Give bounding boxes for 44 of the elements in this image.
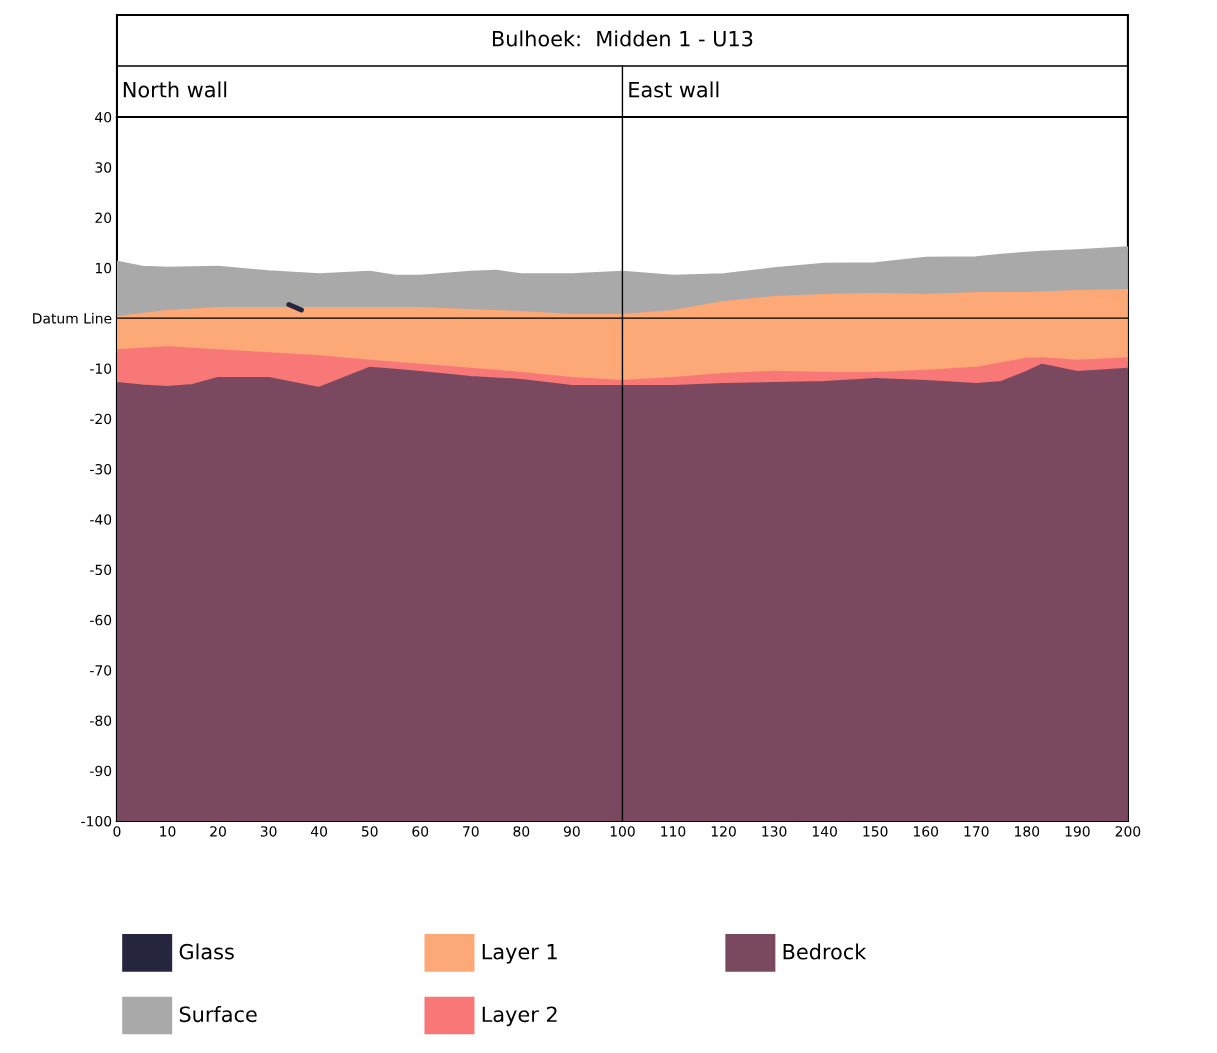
x-tick-label: 200 — [1115, 826, 1141, 837]
y-tick-label: -20 — [90, 413, 112, 425]
legend-label: Glass — [179, 943, 234, 960]
chart-title: Bulhoek: Midden 1 - U13 — [492, 30, 753, 47]
x-tick-label: 190 — [1065, 826, 1090, 837]
y-tick-label: -100 — [81, 815, 112, 827]
y-tick-label: Datum Line — [33, 312, 112, 324]
y-tick-label: -50 — [90, 564, 112, 576]
x-tick-label: 150 — [863, 826, 888, 837]
x-tick-label: 180 — [1015, 826, 1040, 837]
y-tick-label: -30 — [90, 463, 112, 475]
x-tick-label: 40 — [310, 826, 328, 837]
y-tick-label: -60 — [90, 614, 112, 626]
x-tick-label: 0 — [113, 826, 121, 837]
y-tick-label: -10 — [90, 363, 112, 374]
x-tick-label: 110 — [661, 826, 686, 837]
legend-label: Bedrock — [783, 943, 867, 960]
text: East wall — [629, 81, 719, 98]
x-tick-label: 140 — [812, 826, 837, 837]
y-tick-label: 20 — [95, 212, 112, 224]
text: North wall — [123, 81, 227, 98]
legend-label: Surface — [179, 1006, 257, 1023]
y-tick-label: -70 — [90, 665, 112, 676]
x-tick-label: 90 — [563, 826, 580, 837]
y-tick-label: -80 — [90, 715, 112, 726]
x-tick-label: 60 — [412, 826, 429, 837]
legend-label: Layer 2 — [482, 1006, 557, 1027]
y-tick-label: 30 — [95, 162, 112, 173]
x-tick-label: 20 — [210, 826, 226, 837]
y-tick-label: 10 — [95, 262, 112, 274]
x-tick-label: 120 — [711, 826, 736, 837]
y-tick-label: -40 — [90, 514, 112, 525]
x-tick-label: 170 — [964, 826, 989, 837]
legend-label: Layer 1 — [482, 944, 557, 964]
x-tick-label: 50 — [361, 826, 378, 837]
y-tick-label: 40 — [95, 111, 112, 123]
x-tick-label: 100 — [610, 826, 635, 837]
x-tick-label: 160 — [913, 826, 939, 837]
x-tick-label: 70 — [463, 826, 479, 837]
x-tick-label: 130 — [762, 826, 787, 837]
x-tick-label: 10 — [160, 826, 176, 837]
x-tick-label: 80 — [513, 826, 530, 837]
y-tick-label: -90 — [90, 765, 112, 777]
x-tick-label: 30 — [260, 826, 277, 837]
